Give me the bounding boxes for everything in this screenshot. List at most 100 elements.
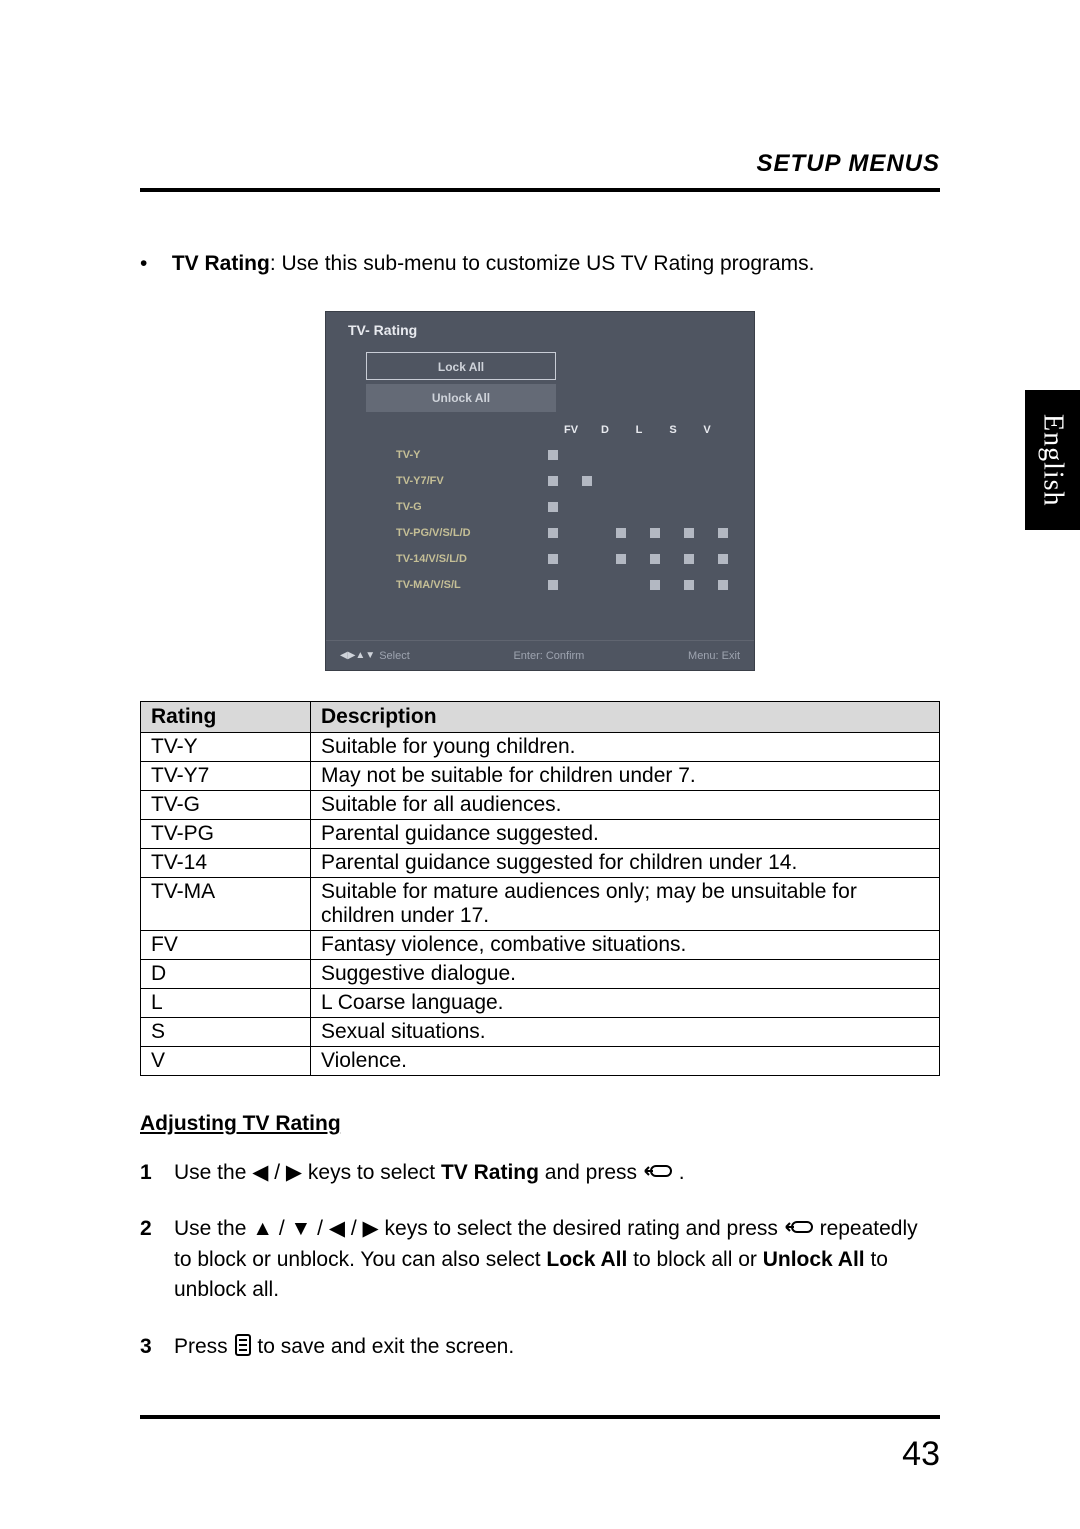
osd-cell[interactable]	[672, 552, 706, 567]
ratings-header-desc: Description	[311, 702, 940, 733]
osd-row[interactable]: TV-Y	[326, 442, 754, 468]
step1-d: .	[679, 1161, 685, 1184]
rating-cell: TV-14	[141, 849, 311, 878]
step3-a: Press	[174, 1335, 234, 1358]
step3-b: to save and exit the screen.	[257, 1335, 514, 1358]
osd-col-fv: FV	[554, 424, 588, 436]
osd-cell[interactable]	[706, 526, 740, 541]
osd-cell[interactable]	[638, 552, 672, 567]
left-arrow-icon: ◀	[252, 1161, 268, 1184]
osd-cell[interactable]	[604, 526, 638, 541]
description-cell: Parental guidance suggested for children…	[311, 849, 940, 878]
osd-col-s: S	[656, 424, 690, 436]
osd-cell[interactable]	[638, 578, 672, 593]
osd-col-d: D	[588, 424, 622, 436]
intro-paragraph: • TV Rating: Use this sub-menu to custom…	[140, 252, 940, 276]
tv-rating-osd: TV- Rating Lock All Unlock All FV D L S …	[325, 311, 755, 671]
step-2: 2 Use the ▲ / ▼ / ◀ / ▶ keys to select t…	[140, 1214, 940, 1305]
osd-row[interactable]: TV-MA/V/S/L	[326, 572, 754, 598]
down-arrow-icon: ▼	[291, 1217, 312, 1240]
rating-cell: TV-MA	[141, 878, 311, 931]
up-arrow-icon: ▲	[252, 1217, 273, 1240]
osd-cell[interactable]	[570, 474, 604, 489]
description-cell: Suggestive dialogue.	[311, 960, 940, 989]
table-row: VViolence.	[141, 1047, 940, 1076]
right-arrow-icon-2: ▶	[363, 1217, 379, 1240]
step1-b: keys to select	[308, 1161, 441, 1184]
intro-label: TV Rating	[172, 252, 270, 275]
lock-all-button[interactable]: Lock All	[366, 352, 556, 380]
osd-footer: ◀▶▲▼Select Enter: Confirm Menu: Exit	[326, 640, 754, 670]
rating-cell: TV-Y7	[141, 762, 311, 791]
osd-cell[interactable]	[706, 578, 740, 593]
osd-row[interactable]: TV-PG/V/S/L/D	[326, 520, 754, 546]
osd-cell[interactable]	[604, 552, 638, 567]
osd-cell[interactable]	[536, 500, 570, 515]
left-arrow-icon-2: ◀	[329, 1217, 345, 1240]
intro-text: : Use this sub-menu to customize US TV R…	[270, 252, 815, 275]
osd-row-label: TV-Y	[326, 449, 536, 461]
step1-c: and press	[545, 1161, 643, 1184]
osd-cell[interactable]	[672, 578, 706, 593]
osd-cell[interactable]	[536, 552, 570, 567]
osd-title: TV- Rating	[326, 312, 754, 348]
rating-cell: L	[141, 989, 311, 1018]
description-cell: Suitable for young children.	[311, 733, 940, 762]
osd-column-headers: FV D L S V	[326, 424, 754, 436]
step2-bold2: Unlock All	[763, 1248, 865, 1271]
osd-cell[interactable]	[706, 552, 740, 567]
table-row: DSuggestive dialogue.	[141, 960, 940, 989]
rating-cell: FV	[141, 931, 311, 960]
osd-cell[interactable]	[638, 526, 672, 541]
table-row: TV-YSuitable for young children.	[141, 733, 940, 762]
adjusting-heading: Adjusting TV Rating	[140, 1112, 940, 1136]
osd-cell[interactable]	[672, 526, 706, 541]
description-cell: Parental guidance suggested.	[311, 820, 940, 849]
osd-row[interactable]: TV-G	[326, 494, 754, 520]
language-tab: English	[1025, 390, 1080, 530]
osd-row[interactable]: TV-Y7/FV	[326, 468, 754, 494]
rating-cell: V	[141, 1047, 311, 1076]
table-row: SSexual situations.	[141, 1018, 940, 1047]
table-row: LL Coarse language.	[141, 989, 940, 1018]
table-row: TV-MASuitable for mature audiences only;…	[141, 878, 940, 931]
enter-icon-2	[784, 1220, 814, 1238]
menu-icon	[234, 1334, 252, 1356]
osd-col-l: L	[622, 424, 656, 436]
rating-cell: D	[141, 960, 311, 989]
osd-col-v: V	[690, 424, 724, 436]
osd-cell[interactable]	[536, 578, 570, 593]
description-cell: Suitable for all audiences.	[311, 791, 940, 820]
steps-list: 1 Use the ◀ / ▶ keys to select TV Rating…	[140, 1158, 940, 1362]
step2-d: to block all or	[633, 1248, 763, 1271]
header-rule	[140, 188, 940, 192]
osd-cell[interactable]	[536, 526, 570, 541]
step-3: 3 Press to save and exit the screen.	[140, 1332, 940, 1362]
osd-row-label: TV-14/V/S/L/D	[326, 553, 536, 565]
unlock-all-button[interactable]: Unlock All	[366, 384, 556, 412]
osd-cell[interactable]	[536, 448, 570, 463]
page-number: 43	[902, 1435, 940, 1474]
description-cell: Sexual situations.	[311, 1018, 940, 1047]
description-cell: May not be suitable for children under 7…	[311, 762, 940, 791]
description-cell: Suitable for mature audiences only; may …	[311, 878, 940, 931]
step2-b: keys to select the desired rating and pr…	[385, 1217, 784, 1240]
ratings-table: Rating Description TV-YSuitable for youn…	[140, 701, 940, 1076]
rating-cell: TV-PG	[141, 820, 311, 849]
osd-row-label: TV-G	[326, 501, 536, 513]
step2-a: Use the	[174, 1217, 252, 1240]
ratings-header-rating: Rating	[141, 702, 311, 733]
osd-foot-select: Select	[379, 650, 410, 662]
osd-foot-menu: Menu: Exit	[688, 650, 740, 662]
osd-row-label: TV-PG/V/S/L/D	[326, 527, 536, 539]
osd-cell[interactable]	[536, 474, 570, 489]
osd-rows: TV-Y TV-Y7/FV TV-G TV-PG/V/S/L/D TV-14/V/S/L…	[326, 442, 754, 598]
right-arrow-icon: ▶	[286, 1161, 302, 1184]
rating-cell: S	[141, 1018, 311, 1047]
rating-cell: TV-Y	[141, 733, 311, 762]
step-1: 1 Use the ◀ / ▶ keys to select TV Rating…	[140, 1158, 940, 1188]
step2-bold1: Lock All	[546, 1248, 627, 1271]
osd-row-label: TV-MA/V/S/L	[326, 579, 536, 591]
step1-a: Use the	[174, 1161, 252, 1184]
osd-row[interactable]: TV-14/V/S/L/D	[326, 546, 754, 572]
